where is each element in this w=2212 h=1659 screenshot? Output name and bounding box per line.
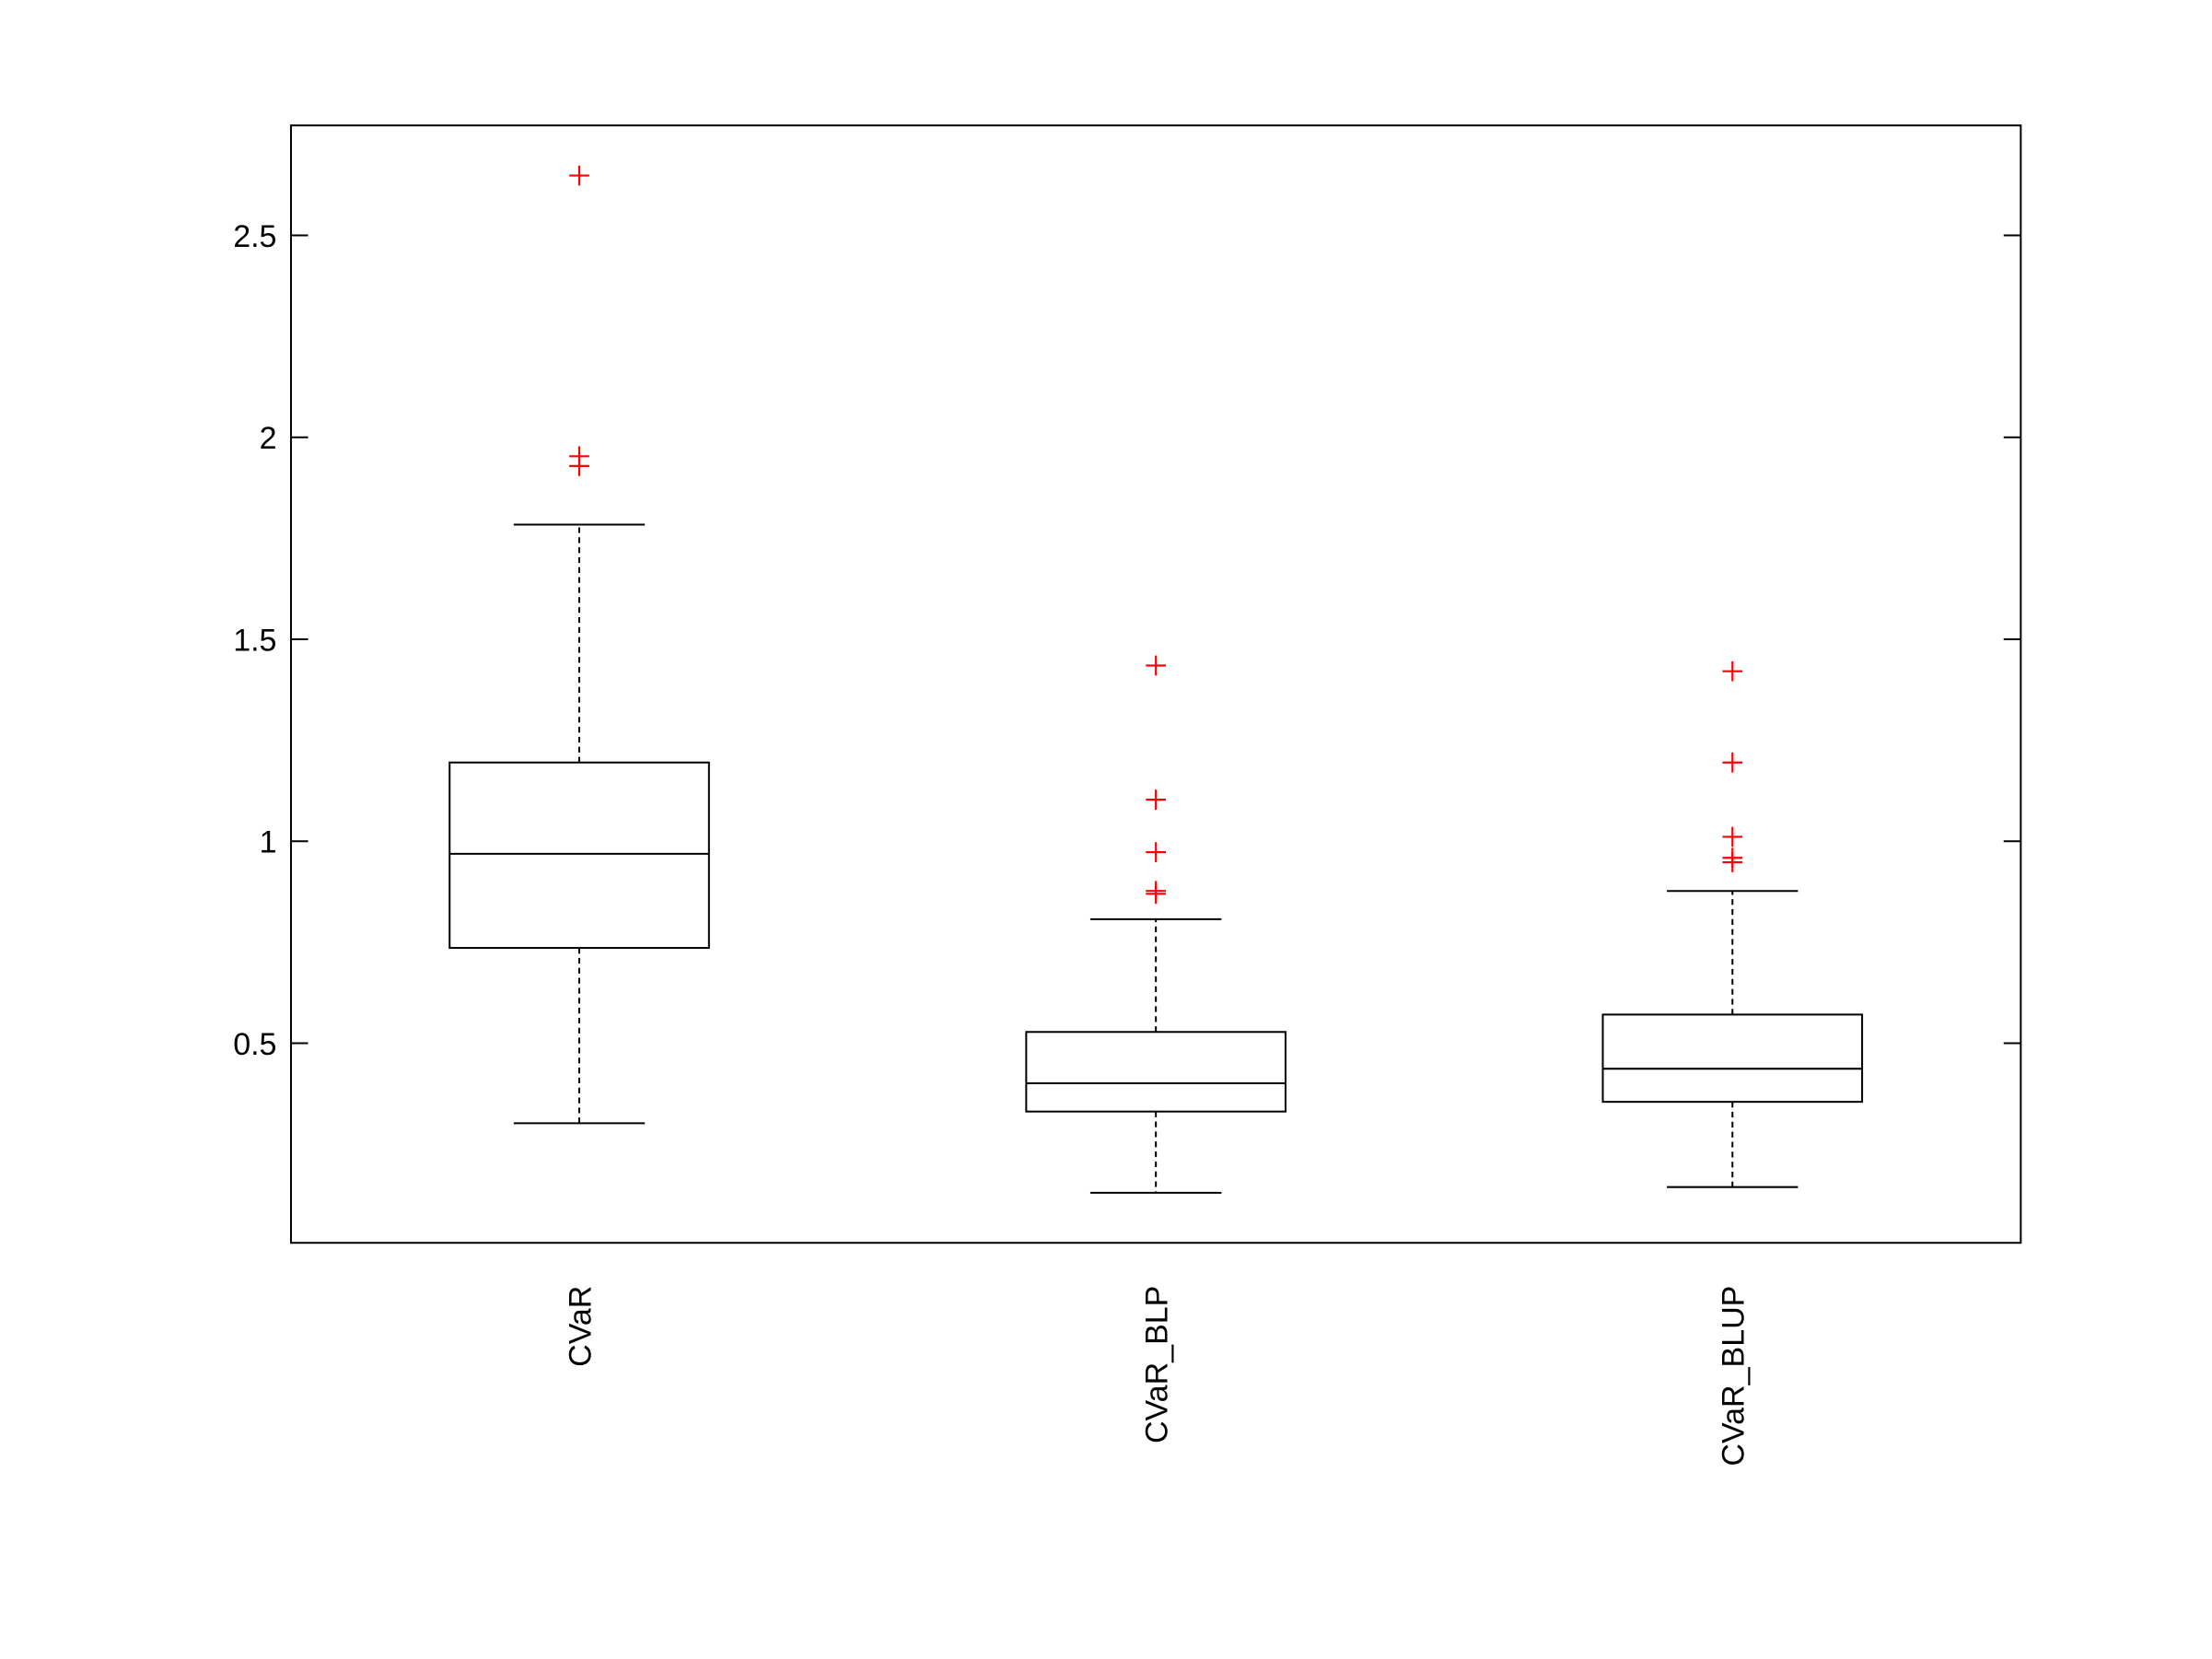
x-tick-label: CVaR_BLP — [1140, 1286, 1175, 1443]
plot-frame — [289, 124, 2022, 1244]
outlier — [569, 165, 589, 186]
box — [448, 761, 710, 950]
box — [1601, 1013, 1864, 1104]
outlier — [1722, 660, 1743, 682]
y-tick-label: 2 — [260, 421, 277, 456]
box — [1025, 1031, 1286, 1113]
y-tick-label: 2.5 — [233, 219, 276, 254]
outlier — [1146, 789, 1166, 810]
x-tick-label: CVaR_BLUP — [1717, 1286, 1752, 1466]
outlier — [1722, 826, 1743, 847]
outlier — [569, 456, 589, 476]
y-tick-label: 1.5 — [233, 623, 276, 658]
x-tick-label: CVaR — [563, 1286, 598, 1367]
outlier — [1722, 852, 1743, 872]
outlier — [1146, 655, 1166, 676]
outlier — [1146, 842, 1166, 862]
y-tick-label: 0.5 — [233, 1027, 276, 1062]
outlier — [1146, 883, 1166, 905]
outlier — [1722, 752, 1743, 773]
y-tick-label: 1 — [260, 825, 277, 860]
